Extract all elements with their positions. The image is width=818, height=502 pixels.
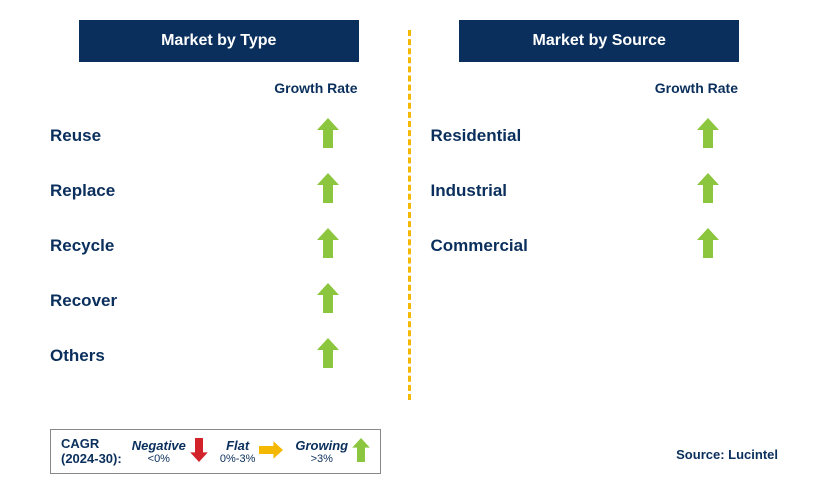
right-column: Market by Source Growth Rate Residential… bbox=[411, 20, 789, 400]
arrow-up-icon bbox=[352, 438, 370, 462]
data-row: Others bbox=[50, 328, 388, 383]
arrow-up-icon bbox=[317, 173, 339, 203]
legend-item: Negative <0% bbox=[132, 438, 208, 465]
data-row: Reuse bbox=[50, 108, 388, 163]
right-title-bar: Market by Source bbox=[459, 20, 739, 62]
growth-indicator bbox=[678, 228, 738, 263]
legend-item-icon bbox=[259, 441, 283, 462]
two-column-layout: Market by Type Growth Rate Reuse Replace… bbox=[30, 20, 788, 400]
legend-item-text: Growing >3% bbox=[295, 438, 348, 465]
left-subhead: Growth Rate bbox=[50, 80, 388, 96]
legend-item-sub: <0% bbox=[148, 453, 170, 465]
arrow-up-icon bbox=[697, 228, 719, 258]
legend-title-line1: CAGR bbox=[61, 436, 99, 451]
arrow-up-icon bbox=[317, 118, 339, 148]
row-label: Recycle bbox=[50, 236, 114, 256]
legend-item-sub: 0%-3% bbox=[220, 453, 255, 465]
legend-item-label: Flat bbox=[226, 438, 249, 453]
data-row: Commercial bbox=[431, 218, 769, 273]
arrow-up-icon bbox=[697, 173, 719, 203]
legend-item-icon bbox=[190, 438, 208, 465]
data-row: Replace bbox=[50, 163, 388, 218]
legend-item-sub: >3% bbox=[311, 453, 333, 465]
arrow-flat-icon bbox=[259, 441, 283, 459]
row-label: Others bbox=[50, 346, 105, 366]
arrow-up-icon bbox=[697, 118, 719, 148]
growth-indicator bbox=[298, 173, 358, 208]
row-label: Industrial bbox=[431, 181, 508, 201]
growth-indicator bbox=[298, 283, 358, 318]
right-subhead: Growth Rate bbox=[431, 80, 769, 96]
growth-indicator bbox=[298, 338, 358, 373]
data-row: Industrial bbox=[431, 163, 769, 218]
legend-item-label: Growing bbox=[295, 438, 348, 453]
row-label: Replace bbox=[50, 181, 115, 201]
legend-title-line2: (2024-30): bbox=[61, 451, 122, 466]
legend-item: Flat 0%-3% bbox=[220, 438, 283, 465]
arrow-up-icon bbox=[317, 338, 339, 368]
left-rows: Reuse Replace Recycle Recover Others bbox=[50, 108, 388, 383]
growth-indicator bbox=[678, 118, 738, 153]
row-label: Reuse bbox=[50, 126, 101, 146]
legend-item-icon bbox=[352, 438, 370, 465]
arrow-up-icon bbox=[317, 228, 339, 258]
legend-title: CAGR (2024-30): bbox=[61, 436, 122, 467]
data-row: Residential bbox=[431, 108, 769, 163]
legend-item: Growing >3% bbox=[295, 438, 370, 465]
row-label: Commercial bbox=[431, 236, 528, 256]
left-title-bar: Market by Type bbox=[79, 20, 359, 62]
source-attribution: Source: Lucintel bbox=[676, 447, 778, 462]
legend-items: Negative <0% Flat 0%-3% Growing >3% bbox=[132, 438, 370, 465]
arrow-up-icon bbox=[317, 283, 339, 313]
row-label: Recover bbox=[50, 291, 117, 311]
growth-indicator bbox=[298, 118, 358, 153]
legend: CAGR (2024-30): Negative <0% Flat 0%-3% … bbox=[50, 429, 381, 474]
growth-indicator bbox=[298, 228, 358, 263]
left-column: Market by Type Growth Rate Reuse Replace… bbox=[30, 20, 408, 400]
arrow-down-icon bbox=[190, 438, 208, 462]
legend-item-text: Negative <0% bbox=[132, 438, 186, 465]
legend-item-label: Negative bbox=[132, 438, 186, 453]
data-row: Recover bbox=[50, 273, 388, 328]
data-row: Recycle bbox=[50, 218, 388, 273]
legend-item-text: Flat 0%-3% bbox=[220, 438, 255, 465]
row-label: Residential bbox=[431, 126, 522, 146]
right-rows: Residential Industrial Commercial bbox=[431, 108, 769, 273]
growth-indicator bbox=[678, 173, 738, 208]
